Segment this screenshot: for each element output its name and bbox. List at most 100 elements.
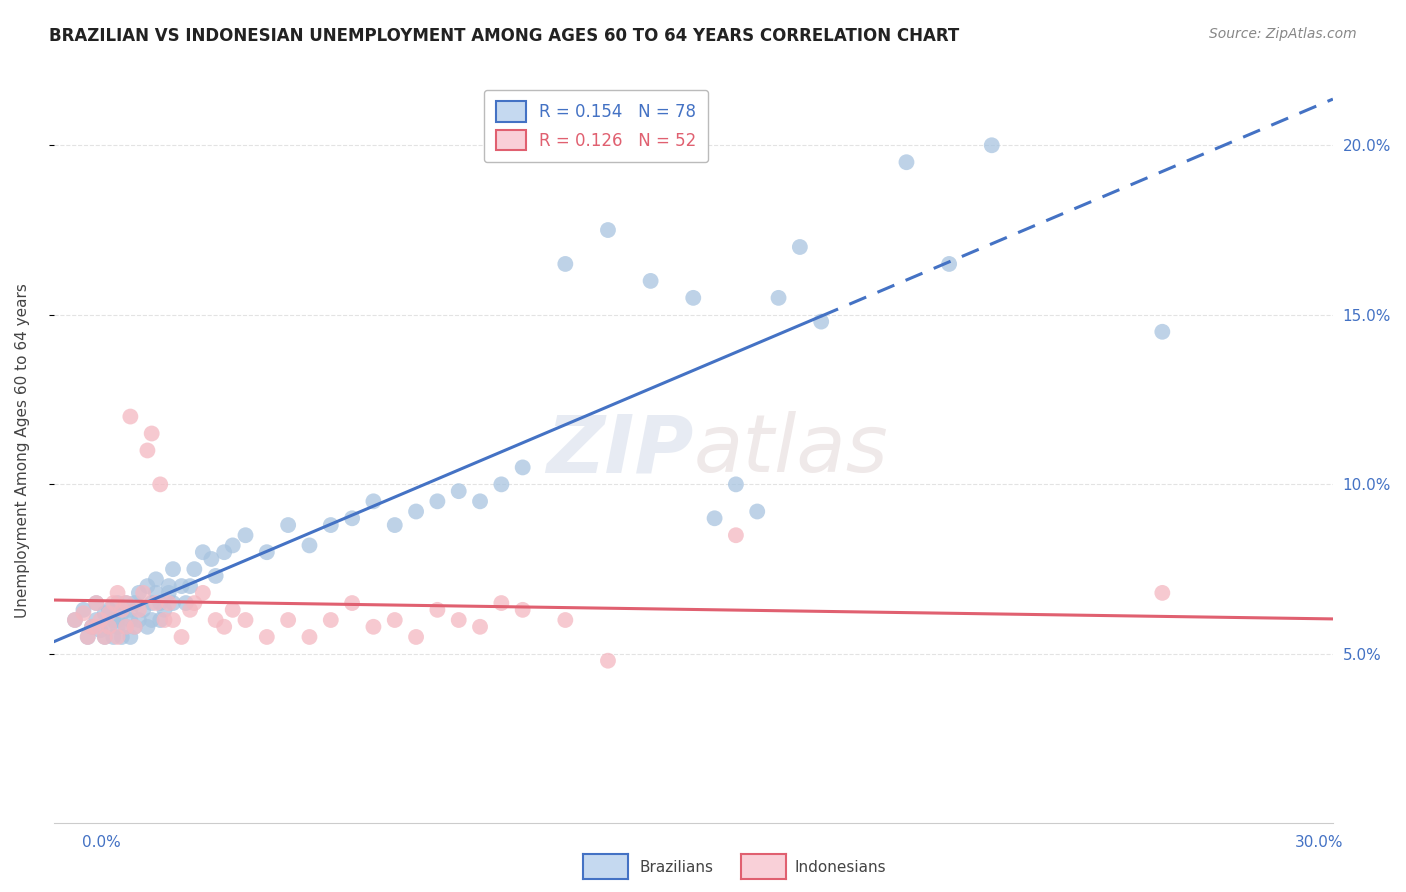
Point (103, 630, 125, 644)
Point (384, 613, 406, 627)
Point (63, 613, 86, 627)
Point (1152, 586, 1174, 600)
Point (141, 613, 163, 627)
Point (107, 620, 129, 634)
Point (132, 603, 155, 617)
Point (136, 443, 159, 458)
Point (204, 613, 226, 627)
Point (204, 569, 226, 583)
Text: BRAZILIAN VS INDONESIAN UNEMPLOYMENT AMONG AGES 60 TO 64 YEARS CORRELATION CHART: BRAZILIAN VS INDONESIAN UNEMPLOYMENT AMO… (49, 27, 959, 45)
Point (84, 613, 107, 627)
Point (179, 603, 201, 617)
Point (596, 654, 619, 668)
Point (179, 579, 201, 593)
Point (76, 630, 98, 644)
Point (191, 586, 214, 600)
Y-axis label: Unemployment Among Ages 60 to 64 years: Unemployment Among Ages 60 to 64 years (15, 283, 30, 618)
Point (124, 620, 146, 634)
Point (724, 528, 747, 542)
Point (319, 518, 342, 533)
Point (120, 409, 142, 424)
Point (170, 630, 193, 644)
Point (640, 274, 662, 288)
Point (468, 620, 491, 634)
Point (149, 596, 172, 610)
Point (340, 511, 363, 525)
Point (72, 603, 94, 617)
Point (212, 620, 235, 634)
Point (80, 620, 103, 634)
Legend: R = 0.154   N = 78, R = 0.126   N = 52: R = 0.154 N = 78, R = 0.126 N = 52 (484, 89, 709, 161)
Point (191, 545, 214, 559)
Point (212, 545, 235, 559)
Point (162, 562, 184, 576)
Point (980, 138, 1002, 153)
Point (111, 603, 134, 617)
Point (132, 586, 155, 600)
Point (98, 620, 121, 634)
Point (115, 596, 138, 610)
Point (157, 586, 180, 600)
Point (405, 630, 427, 644)
Point (405, 504, 427, 518)
Point (747, 504, 769, 518)
Point (512, 460, 534, 475)
Point (426, 603, 449, 617)
Point (554, 613, 576, 627)
Point (153, 613, 176, 627)
Point (149, 477, 172, 491)
Point (200, 552, 222, 566)
Point (768, 291, 790, 305)
Point (810, 315, 832, 329)
Point (340, 596, 363, 610)
Point (136, 579, 159, 593)
Point (115, 620, 138, 634)
Point (145, 586, 167, 600)
Point (447, 484, 470, 499)
Point (120, 630, 142, 644)
Point (596, 223, 619, 237)
Text: 0.0%: 0.0% (82, 836, 121, 850)
Point (153, 603, 176, 617)
Point (724, 477, 747, 491)
Point (222, 603, 245, 617)
Point (98, 606, 121, 620)
Point (145, 596, 167, 610)
Point (157, 596, 180, 610)
Point (554, 257, 576, 271)
Point (468, 494, 491, 508)
Point (141, 426, 163, 441)
Point (63, 613, 86, 627)
Point (89, 623, 111, 637)
Point (149, 613, 172, 627)
Point (491, 596, 513, 610)
Point (98, 620, 121, 634)
Point (141, 596, 163, 610)
Point (115, 596, 138, 610)
Point (363, 620, 385, 634)
Point (128, 613, 150, 627)
Point (94, 630, 117, 644)
Text: Indonesians: Indonesians (794, 860, 886, 874)
Point (183, 596, 205, 610)
Point (682, 291, 704, 305)
Point (94, 606, 117, 620)
Text: 30.0%: 30.0% (1295, 836, 1343, 850)
Point (363, 494, 385, 508)
Point (222, 538, 245, 552)
Point (115, 620, 138, 634)
Point (896, 155, 918, 169)
Point (426, 494, 449, 508)
Point (103, 596, 125, 610)
Text: ZIP: ZIP (546, 411, 693, 490)
Point (103, 613, 125, 627)
Point (491, 477, 513, 491)
Point (84, 596, 107, 610)
Point (298, 538, 321, 552)
Point (80, 620, 103, 634)
Point (170, 579, 193, 593)
Text: Source: ZipAtlas.com: Source: ZipAtlas.com (1209, 27, 1357, 41)
Text: Brazilians: Brazilians (640, 860, 714, 874)
Point (107, 596, 129, 610)
Point (84, 620, 107, 634)
